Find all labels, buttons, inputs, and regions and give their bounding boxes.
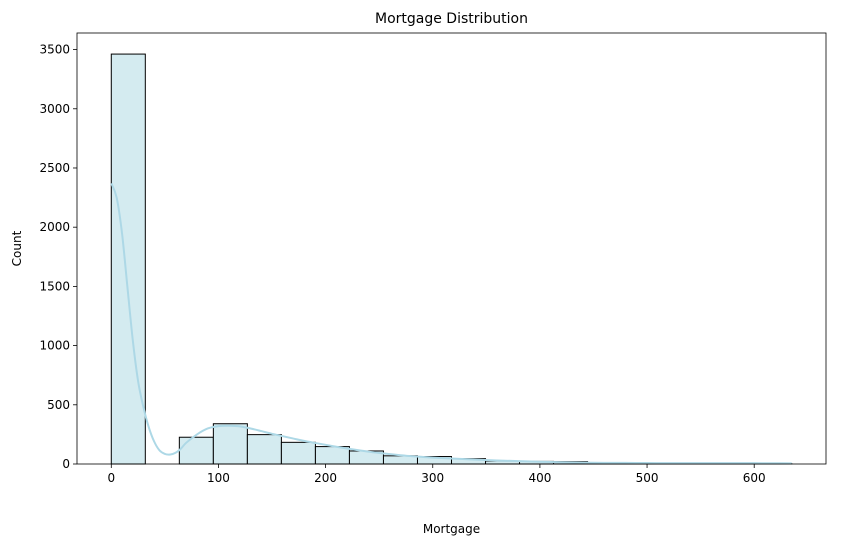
plot-frame: [76, 32, 827, 465]
y-axis-label: Count: [10, 230, 24, 266]
chart-title: Mortgage Distribution: [375, 11, 528, 27]
x-tick-label: 0: [107, 471, 115, 485]
x-tick-label: 100: [207, 471, 230, 485]
x-tick-label: 400: [528, 471, 551, 485]
histogram-bar: [212, 423, 248, 465]
y-tick-label: 1500: [39, 279, 70, 293]
y-tick-label: 3500: [39, 43, 70, 57]
y-tick-label: 3000: [39, 102, 70, 116]
histogram-bar: [110, 53, 146, 465]
y-tick-label: 500: [47, 398, 70, 412]
y-tick-label: 2000: [39, 220, 70, 234]
x-tick-label: 200: [314, 471, 337, 485]
x-tick-label: 300: [421, 471, 444, 485]
y-tick-label: 0: [62, 457, 70, 471]
x-axis-label: Mortgage: [423, 522, 480, 536]
histogram-bar: [280, 441, 316, 465]
histogram-bar: [314, 446, 350, 465]
y-tick-label: 1000: [39, 339, 70, 353]
kde-curve: [110, 182, 792, 465]
x-tick-label: 600: [743, 471, 766, 485]
y-tick-label: 2500: [39, 161, 70, 175]
axes-frame: [76, 32, 827, 465]
histogram-bar: [246, 434, 282, 465]
x-tick-label: 500: [636, 471, 659, 485]
y-axis-ticks: 0 500 1000 1500 2000 2500 3000 3500: [39, 43, 77, 471]
x-axis-ticks: 0 100 200 300 400 500 600: [107, 464, 766, 485]
histogram-bar: [178, 436, 214, 465]
histogram-bars: [110, 53, 793, 465]
